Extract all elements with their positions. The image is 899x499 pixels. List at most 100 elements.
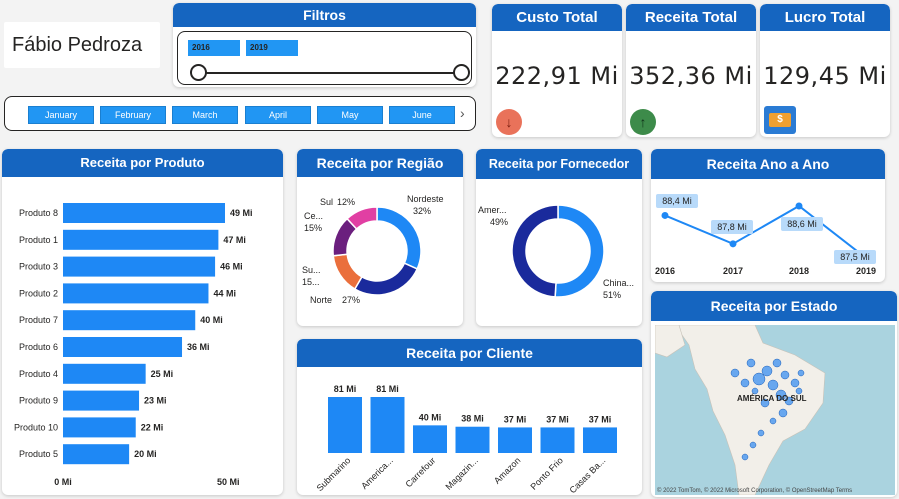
data-label-bg <box>656 194 698 208</box>
bar <box>455 426 490 453</box>
south-america-map: AMÉRICA DO SUL <box>655 325 826 495</box>
slice-label: Amer... <box>478 205 507 215</box>
slider-handle-start[interactable] <box>190 64 207 81</box>
map-title: Receita por Estado <box>651 291 897 321</box>
slice-label: 32% <box>413 206 431 216</box>
year-end-input[interactable]: 2019 <box>246 40 298 56</box>
chart-title: Receita por Fornecedor <box>476 149 642 179</box>
data-point <box>795 202 803 210</box>
data-label: 36 Mi <box>187 342 210 352</box>
chevron-right-icon[interactable]: › <box>460 105 465 121</box>
chart-title: Receita por Produto <box>2 149 283 177</box>
money-icon: $ <box>764 106 796 134</box>
data-label-bg <box>834 250 876 264</box>
kpi-lucro-total: Lucro Total 129,45 Mi $ <box>760 4 890 137</box>
category-label: Produto 5 <box>19 449 58 459</box>
data-label: 22 Mi <box>141 422 164 432</box>
bar <box>63 310 196 331</box>
user-name: Fábio Pedroza <box>12 34 143 56</box>
x-tick-label: 0 Mi <box>54 477 72 487</box>
bar <box>63 390 140 411</box>
bar <box>63 337 183 357</box>
data-label-bg <box>781 217 823 231</box>
bar-chart-cliente: 81 Mi Submarino 81 Mi America... 40 Mi Carref… <box>315 384 617 495</box>
month-april[interactable]: April <box>245 106 311 124</box>
slice-label: 15... <box>302 277 320 287</box>
category-label: Produto 2 <box>19 288 58 298</box>
year-start-input[interactable]: 2016 <box>188 40 240 56</box>
slice-label: Nordeste <box>407 194 444 204</box>
data-label: 44 Mi <box>213 288 236 298</box>
up-arrow-icon: ↑ <box>630 109 656 135</box>
data-label: 40 Mi <box>419 412 442 422</box>
category-label: Produto 1 <box>19 235 58 245</box>
slice <box>511 204 559 298</box>
year-slider[interactable]: 2016 2019 <box>177 31 472 85</box>
x-tick-label: 50 Mi <box>217 477 240 487</box>
category-label: America... <box>359 455 395 491</box>
slice <box>353 262 419 296</box>
data-label: 47 Mi <box>223 235 246 245</box>
x-tick-label: 2017 <box>723 266 743 276</box>
line-chart-ano: 88,4 Mi 87,8 Mi 88,6 Mi 87,5 Mi 2016 2017 2018… <box>655 194 876 276</box>
bar <box>540 427 575 453</box>
bar <box>63 363 146 384</box>
data-label: 37 Mi <box>546 414 569 424</box>
kpi-value: 129,45 Mi <box>763 62 887 90</box>
kpi-custo-total: Custo Total 222,91 Mi ↓ <box>492 4 622 137</box>
data-label: 40 Mi <box>200 315 223 325</box>
map-region-label: AMÉRICA DO SUL <box>737 394 807 403</box>
x-tick-label: 2018 <box>789 266 809 276</box>
month-slicer: January February March April May June › <box>4 96 476 131</box>
category-label: Carrefour <box>403 455 437 489</box>
bar <box>370 397 405 453</box>
kpi-receita-total: Receita Total 352,36 Mi ↑ <box>626 4 756 137</box>
kpi-value: 222,91 Mi <box>495 62 619 90</box>
month-may[interactable]: May <box>317 106 383 124</box>
slice-label: 12% <box>337 197 355 207</box>
slice-label: 49% <box>490 217 508 227</box>
bar <box>63 444 130 465</box>
data-label: 87,5 Mi <box>840 252 870 262</box>
category-label: Casas Ba... <box>567 455 607 495</box>
month-january[interactable]: January <box>28 106 94 124</box>
month-june[interactable]: June <box>389 106 455 124</box>
slice <box>346 206 378 231</box>
bar <box>63 417 136 438</box>
data-point <box>661 211 669 219</box>
category-label: Ponto Frio <box>528 455 564 491</box>
slider-track <box>198 72 455 74</box>
data-label: 37 Mi <box>504 414 527 424</box>
map-canvas[interactable]: AMÉRICA DO SUL © 2022 TomTom, © 2022 Mic… <box>655 325 895 495</box>
kpi-title: Receita Total <box>626 4 756 31</box>
bar-chart-produto: Produto 8 49 Mi Produto 1 47 Mi Produto 3 46 … <box>14 203 253 487</box>
chart-receita-regiao: Receita por Região Nordeste 32% Norte 27% Su… <box>297 149 463 326</box>
category-label: Produto 4 <box>19 369 58 379</box>
kpi-title: Lucro Total <box>760 4 890 31</box>
chart-receita-ano: Receita Ano a Ano 88,4 Mi 87,8 Mi 88,6 Mi 8… <box>651 149 885 282</box>
category-label: Magazin... <box>443 455 479 491</box>
data-label: 88,4 Mi <box>662 196 692 206</box>
data-label: 37 Mi <box>589 414 612 424</box>
data-point <box>729 240 737 248</box>
data-label-bg <box>711 220 753 234</box>
slice-label: 27% <box>342 295 360 305</box>
slider-handle-end[interactable] <box>453 64 470 81</box>
bar <box>63 229 219 250</box>
map-receita-estado: Receita por Estado AMÉRICA DO SUL © 2022… <box>651 291 897 497</box>
chart-title: Receita por Cliente <box>297 339 642 367</box>
slice <box>332 253 363 291</box>
chart-receita-produto: Receita por Produto Produto 8 49 Mi Produt… <box>2 149 283 495</box>
bar <box>328 397 362 453</box>
slice-label: Sul <box>320 197 333 207</box>
series-line <box>664 204 867 259</box>
x-tick-label: 2019 <box>856 266 876 276</box>
category-label: Produto 9 <box>19 396 58 406</box>
kpi-title: Custo Total <box>492 4 622 31</box>
category-label: Amazon <box>492 455 522 485</box>
data-label: 81 Mi <box>376 384 399 394</box>
month-march[interactable]: March <box>172 106 238 124</box>
bar <box>413 425 447 453</box>
month-february[interactable]: February <box>100 106 166 124</box>
category-label: Produto 3 <box>19 262 58 272</box>
